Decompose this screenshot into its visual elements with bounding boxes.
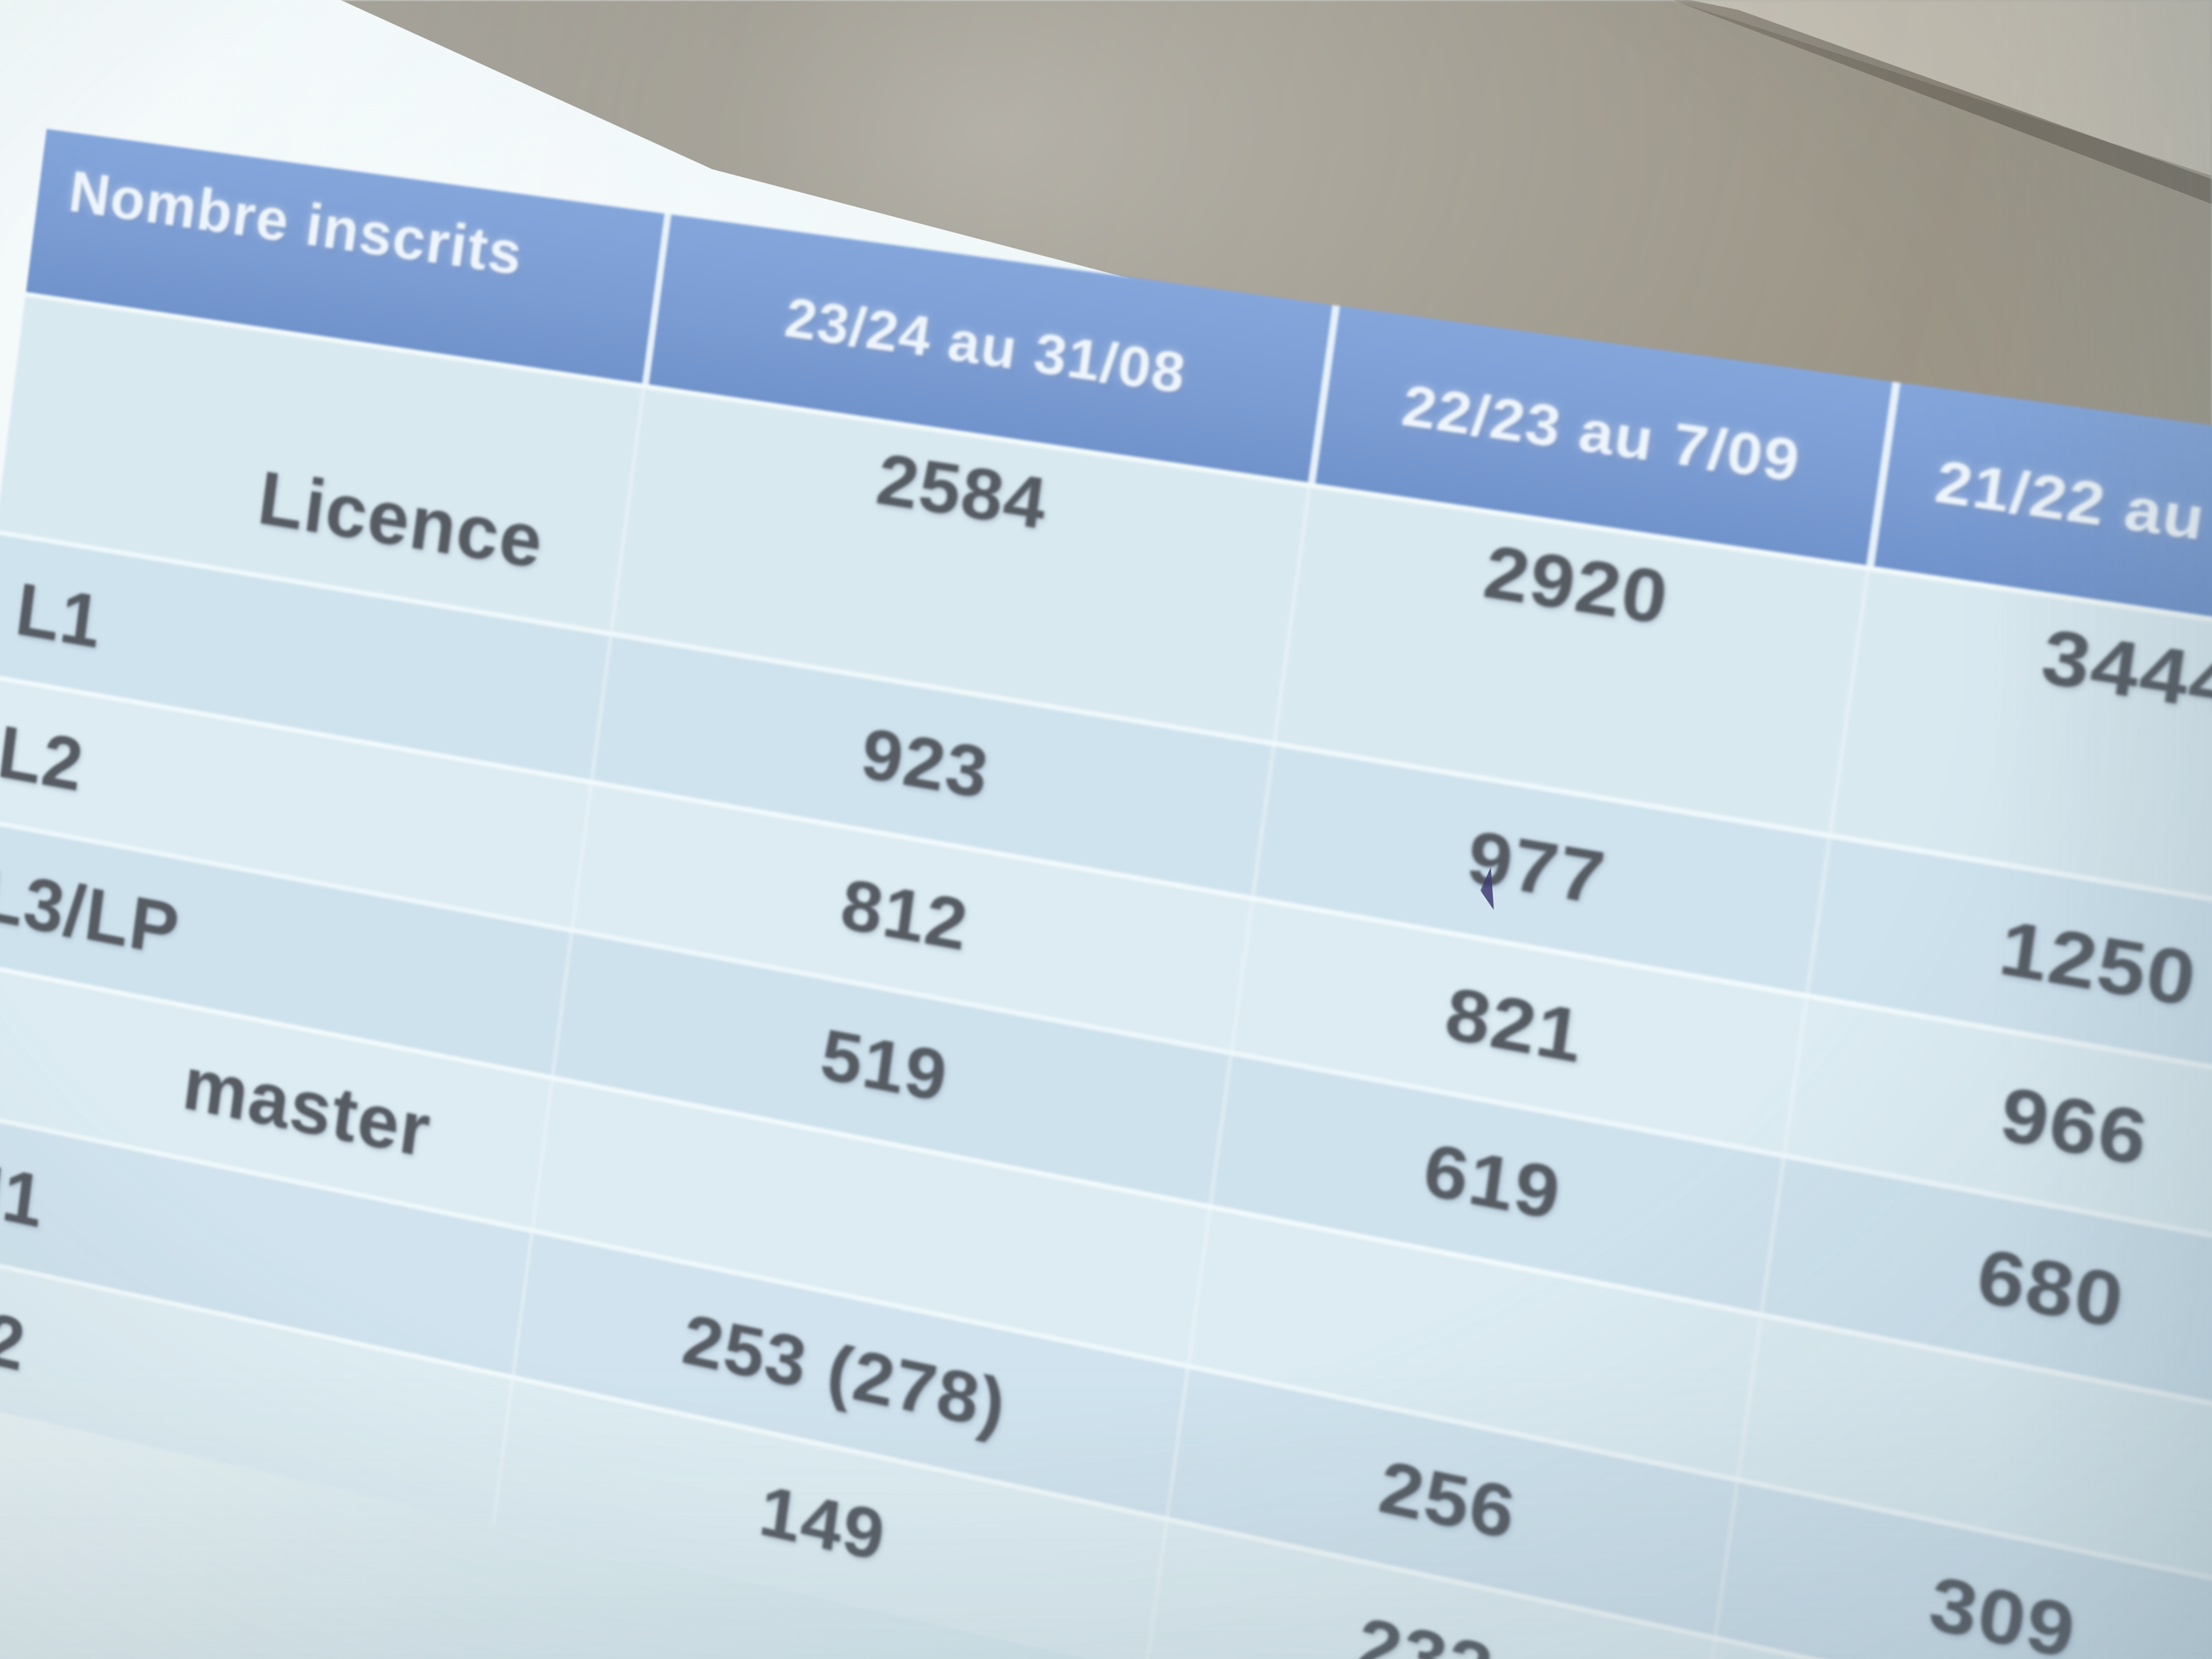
- photo-of-projected-slide: Nombre inscrits 23/24 au 31/08 22/23 au …: [0, 0, 2212, 1659]
